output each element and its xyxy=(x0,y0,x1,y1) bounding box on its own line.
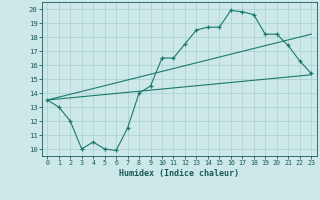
X-axis label: Humidex (Indice chaleur): Humidex (Indice chaleur) xyxy=(119,169,239,178)
